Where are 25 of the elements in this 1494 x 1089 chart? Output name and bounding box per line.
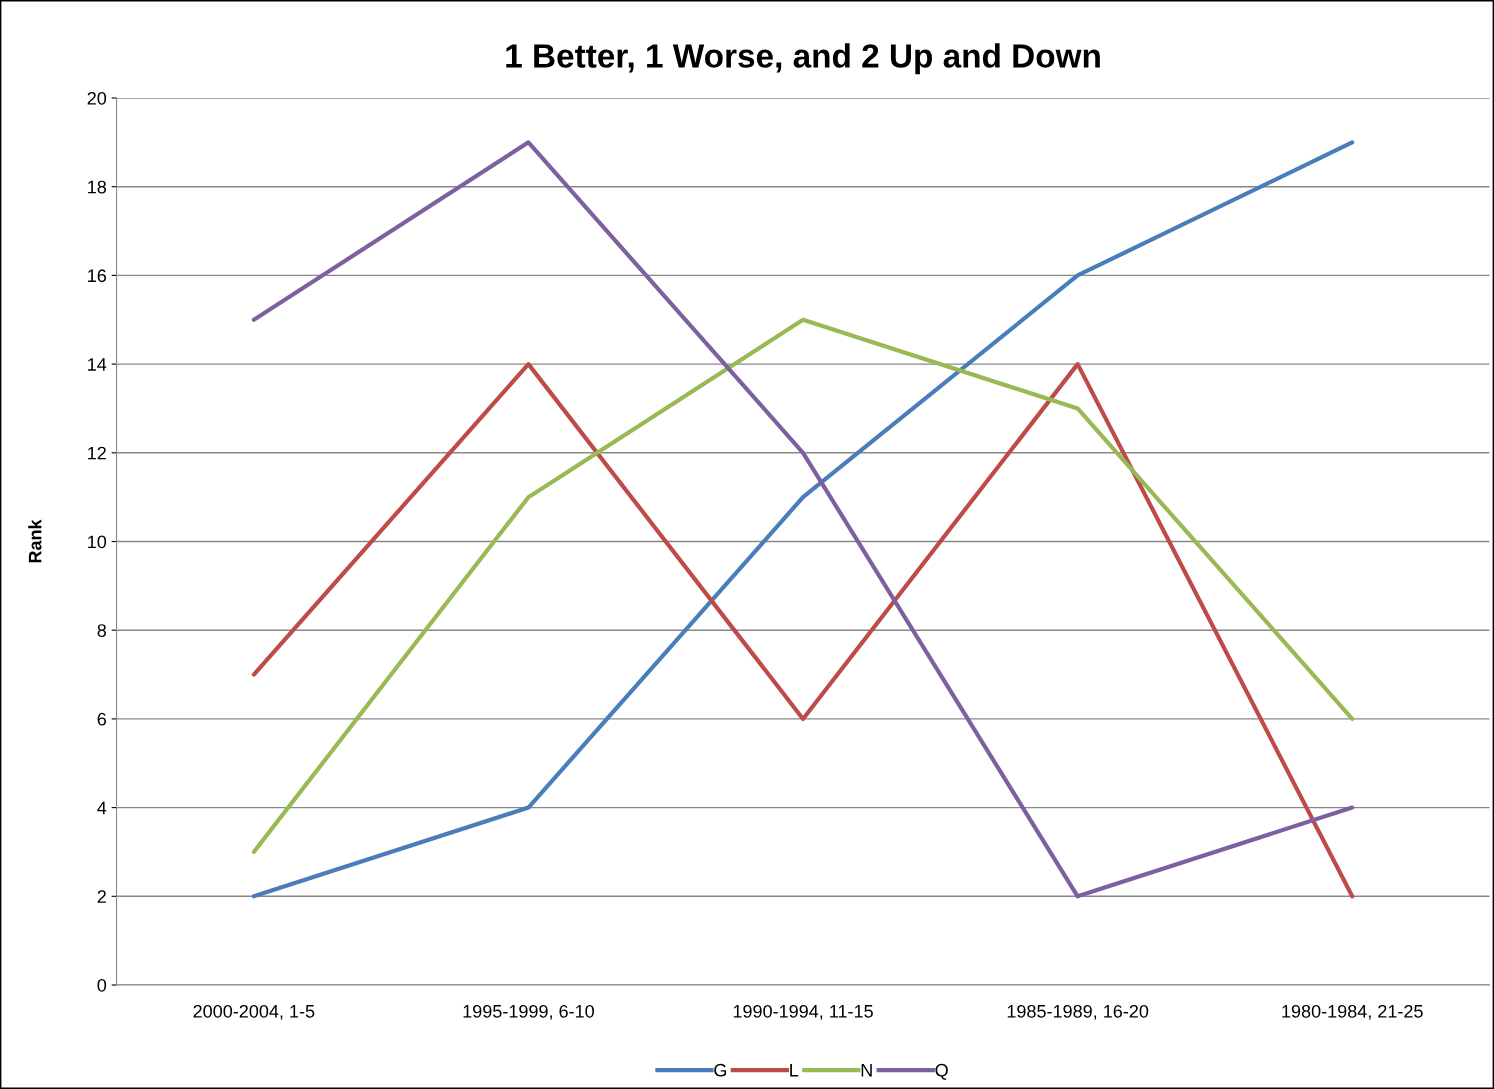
y-tick-label: 0 <box>97 978 107 992</box>
y-tick-label: 2 <box>97 890 106 903</box>
y-tick-label: 18 <box>88 180 107 194</box>
x-tick-label: 1985-1989, 16-20 <box>1007 1004 1149 1020</box>
x-tick-label: 1995-1999, 6-10 <box>463 1004 594 1020</box>
chart-title: 1 Better, 1 Worse, and 2 Up and Down <box>506 43 1100 75</box>
y-tick-label: 6 <box>97 712 107 726</box>
y-tick-label: 8 <box>97 624 107 637</box>
legend-label: L <box>790 1064 799 1077</box>
y-axis-title: Rank <box>28 519 42 563</box>
x-tick-label: 1990-1994, 11-15 <box>733 1004 873 1020</box>
y-tick-label: 12 <box>88 446 106 460</box>
x-tick-label: 1980-1984, 21-25 <box>1282 1004 1423 1020</box>
y-tick-label: 10 <box>88 535 107 549</box>
legend-label: G <box>714 1063 727 1077</box>
legend-label: N <box>861 1064 872 1077</box>
x-tick-label: 2000-2004, 1-5 <box>193 1004 315 1020</box>
line-series <box>251 317 1355 855</box>
y-tick-label: 20 <box>87 91 107 105</box>
legend-label: Q <box>935 1063 948 1080</box>
y-tick-label: 14 <box>88 358 107 371</box>
line-series <box>251 362 1355 899</box>
line-series <box>251 140 1355 899</box>
y-tick-label: 4 <box>97 801 107 815</box>
y-tick-label: 16 <box>88 269 107 283</box>
